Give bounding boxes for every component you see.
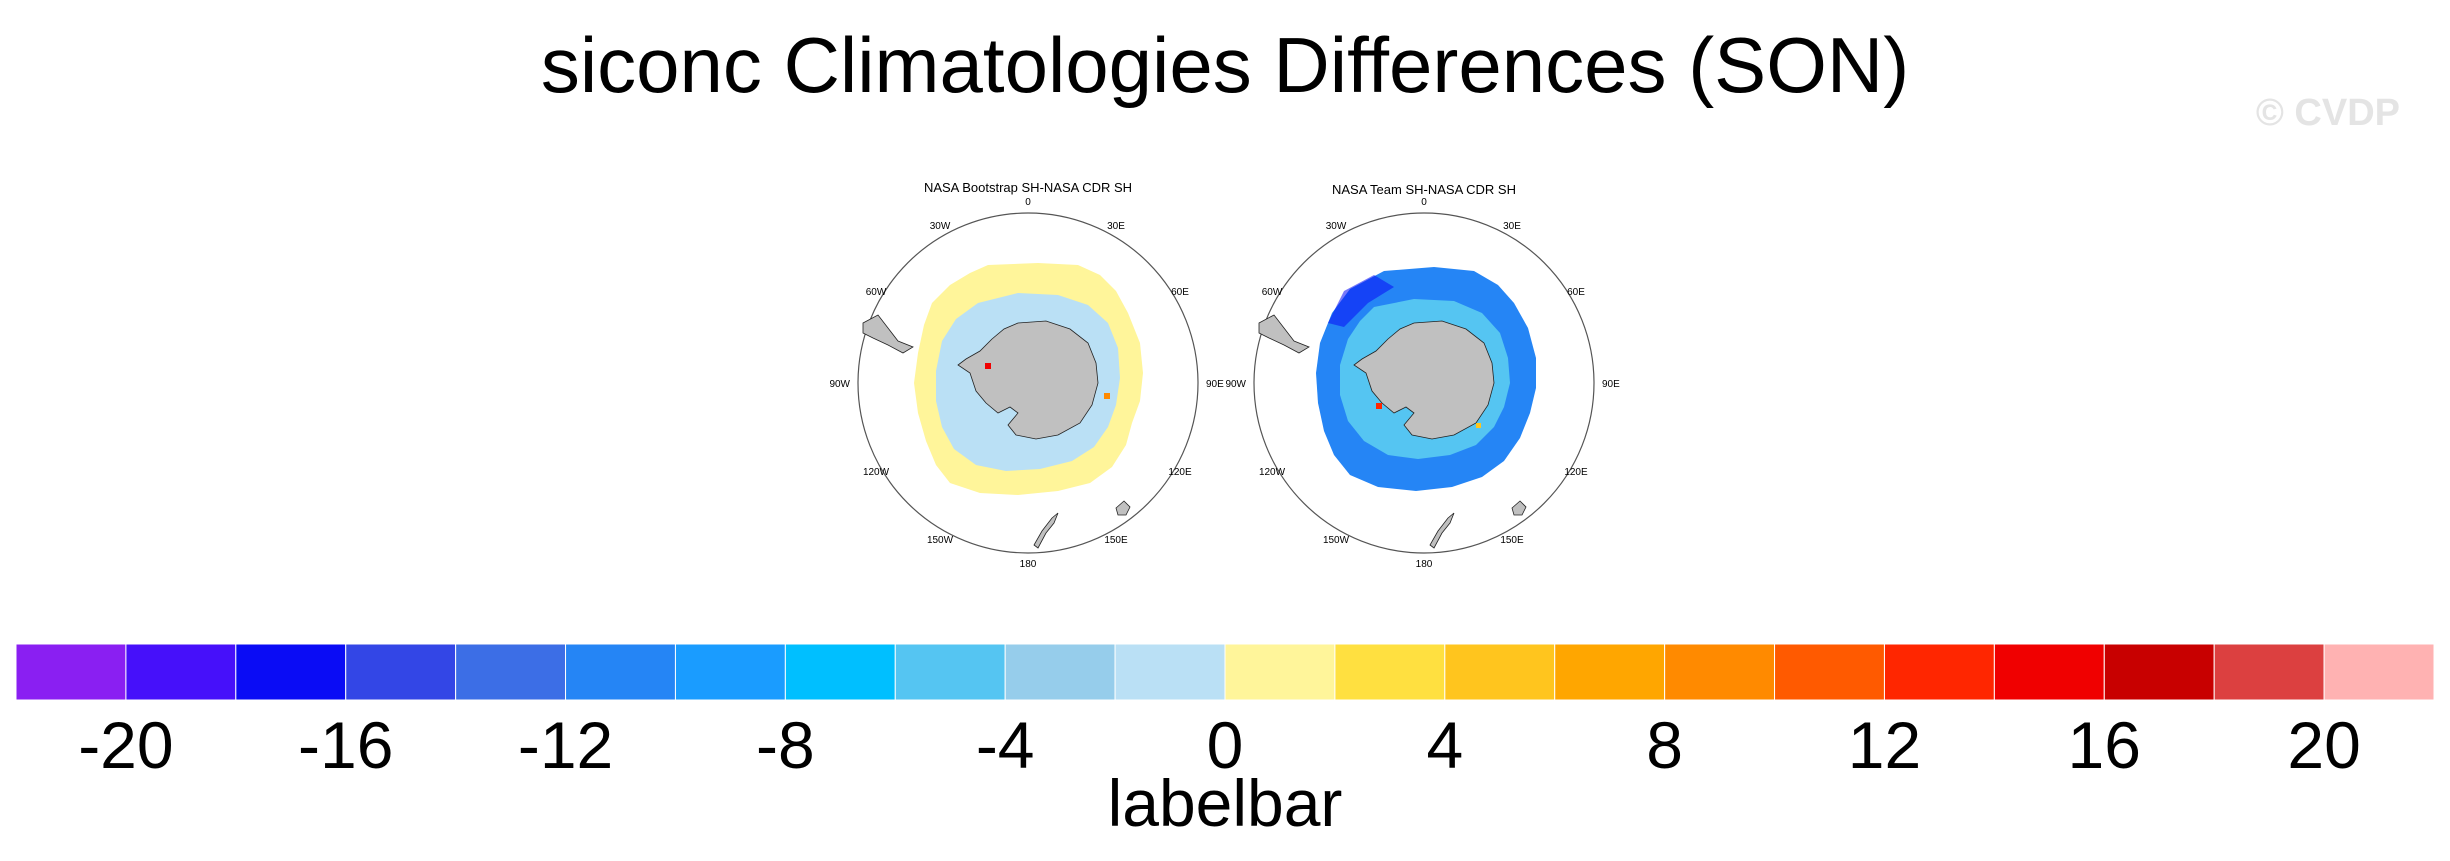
antarctica-landmass <box>1353 320 1495 440</box>
watermark-text: © CVDP <box>2255 92 2400 134</box>
labelbar-color-box <box>1554 643 1666 701</box>
labelbar-color-box <box>125 643 237 701</box>
labelbar-color-box <box>1004 643 1116 701</box>
labelbar-color-box <box>565 643 676 701</box>
map-title: NASA Bootstrap SH-NASA CDR SH <box>924 180 1132 195</box>
labelbar-tick-label: 16 <box>2068 708 2141 782</box>
lon-label: 60W <box>1262 287 1283 298</box>
map-title: NASA Team SH-NASA CDR SH <box>1332 182 1516 197</box>
lon-label: 120W <box>863 467 890 478</box>
lon-label: 90E <box>1206 379 1224 390</box>
labelbar-color-box <box>235 643 347 701</box>
map-panel-team: NASA Team SH-NASA CDR SH 0 30E 60E 90E 1… <box>1226 182 1620 570</box>
labelbar-color-box <box>784 643 896 701</box>
page-title: siconc Climatologies Differences (SON) <box>540 21 1910 109</box>
labelbar-color-box <box>1664 643 1776 701</box>
labelbar-color-box <box>1774 643 1885 701</box>
labelbar-color-box <box>1883 643 1995 701</box>
labelbar-tick-label: -12 <box>518 708 613 782</box>
map-panel-bootstrap: NASA Bootstrap SH-NASA CDR SH 0 30E 60E … <box>830 180 1224 570</box>
labelbar-color-box <box>2103 643 2215 701</box>
labelbar-color-box <box>1444 643 1556 701</box>
lon-label: 150W <box>927 535 954 546</box>
labelbar-tick-label: 0 <box>1207 708 1244 782</box>
lon-label: 90E <box>1602 379 1620 390</box>
lon-label: 0 <box>1025 197 1031 208</box>
labelbar-boxes <box>15 643 2435 701</box>
labelbar-tick-label: -20 <box>78 708 173 782</box>
labelbar-color-box <box>2323 643 2435 701</box>
lon-label: 90W <box>1226 379 1247 390</box>
lon-label: 120E <box>1168 467 1192 478</box>
labelbar-color-box <box>2213 643 2325 701</box>
labelbar-tick-label: -8 <box>756 708 815 782</box>
lon-label: 180 <box>1416 559 1433 570</box>
lon-label: 30W <box>930 221 951 232</box>
labelbar-tick-label: 12 <box>1848 708 1921 782</box>
labelbar-tick-label: -4 <box>976 708 1035 782</box>
australia-tasmania <box>1511 500 1527 516</box>
labelbar-color-box <box>674 643 786 701</box>
lon-label: 60W <box>866 287 887 298</box>
labelbar-tick-labels: -20 -16 -12 -8 -4 0 4 8 12 16 20 <box>78 708 2361 782</box>
new-zealand-landmass <box>1033 512 1059 549</box>
labelbar-color-box <box>345 643 457 701</box>
lon-label: 30W <box>1326 221 1347 232</box>
australia-tasmania <box>1115 500 1131 516</box>
labelbar-color-box <box>1224 643 1336 701</box>
labelbar-color-box <box>15 643 127 701</box>
lon-label: 120E <box>1564 467 1588 478</box>
labelbar-tick-label: -16 <box>298 708 393 782</box>
labelbar-color-box <box>455 643 567 701</box>
labelbar-color-box <box>1993 643 2105 701</box>
labelbar-title: labelbar <box>1108 766 1343 840</box>
lon-label: 150E <box>1104 535 1128 546</box>
lon-label: 30E <box>1503 221 1521 232</box>
labelbar-color-box <box>894 643 1006 701</box>
lon-label: 60E <box>1171 287 1189 298</box>
lon-label: 150W <box>1323 535 1350 546</box>
labelbar-tick-label: 8 <box>1646 708 1683 782</box>
lon-label: 180 <box>1020 559 1037 570</box>
lon-label: 120W <box>1259 467 1286 478</box>
lon-label: 150E <box>1500 535 1524 546</box>
lon-label: 60E <box>1567 287 1585 298</box>
lon-label: 0 <box>1421 197 1427 208</box>
antarctica-landmass <box>957 320 1099 440</box>
lon-label: 90W <box>830 379 851 390</box>
lon-label: 30E <box>1107 221 1125 232</box>
labelbar-color-box <box>1114 643 1226 701</box>
labelbar-tick-label: 4 <box>1426 708 1463 782</box>
south-america-landmass <box>862 314 914 354</box>
labelbar-tick-label: 20 <box>2287 708 2360 782</box>
south-america-landmass <box>1258 314 1310 354</box>
labelbar-color-box <box>1334 643 1446 701</box>
ice-diff-dark-blue-patch <box>1328 275 1394 327</box>
new-zealand-landmass <box>1429 512 1455 549</box>
